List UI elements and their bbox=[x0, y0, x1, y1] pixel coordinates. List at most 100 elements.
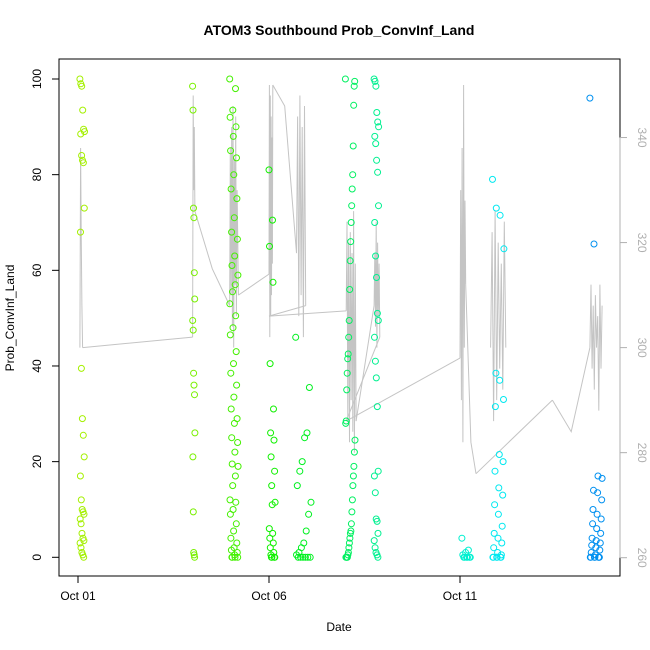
data-point-2-6 bbox=[227, 147, 235, 155]
data-point-8-15 bbox=[498, 522, 506, 530]
data-point-4-16 bbox=[301, 553, 309, 561]
line-segment-10 bbox=[268, 310, 347, 317]
data-point-2-37 bbox=[229, 482, 237, 490]
data-point-5-15 bbox=[344, 355, 352, 363]
data-point-0-9 bbox=[79, 159, 87, 167]
data-point-6-20 bbox=[374, 467, 382, 475]
data-point-3-1 bbox=[269, 216, 276, 224]
data-point-2-11 bbox=[230, 214, 238, 222]
y2-tick-label-3: 320 bbox=[635, 233, 649, 253]
data-point-6-10 bbox=[375, 202, 382, 210]
data-point-8-2 bbox=[496, 211, 504, 219]
data-point-2-38 bbox=[226, 496, 234, 504]
data-point-8-14 bbox=[494, 510, 502, 518]
data-point-9-5 bbox=[594, 489, 602, 497]
data-point-4-7 bbox=[307, 498, 315, 506]
data-point-2-17 bbox=[231, 281, 239, 289]
data-point-2-44 bbox=[227, 534, 235, 542]
line-segment-6 bbox=[268, 84, 274, 338]
y2-tick-label-2: 300 bbox=[635, 338, 649, 358]
data-point-3-5 bbox=[270, 405, 277, 413]
data-point-2-27 bbox=[230, 393, 238, 401]
data-point-1-3 bbox=[190, 214, 198, 222]
data-point-1-16 bbox=[191, 553, 199, 561]
data-point-5-9 bbox=[347, 238, 355, 246]
line-segment-19 bbox=[551, 347, 591, 434]
data-point-0-13 bbox=[78, 415, 86, 423]
data-point-9-25 bbox=[586, 553, 594, 561]
data-point-2-51 bbox=[234, 553, 242, 561]
y-tick-label-0: 0 bbox=[30, 554, 44, 561]
y-tick-label-3: 60 bbox=[30, 263, 44, 277]
data-point-2-3 bbox=[226, 113, 234, 121]
data-point-1-8 bbox=[190, 369, 198, 377]
data-point-2-26 bbox=[233, 381, 241, 389]
data-point-3-3 bbox=[269, 278, 277, 286]
data-point-9-10 bbox=[589, 520, 597, 528]
line-segment-7 bbox=[272, 84, 297, 254]
data-point-9-3 bbox=[598, 474, 606, 482]
data-point-2-8 bbox=[230, 171, 238, 179]
data-point-2-31 bbox=[228, 434, 236, 442]
data-point-9-0 bbox=[586, 94, 594, 102]
line-segment-14 bbox=[345, 336, 381, 422]
y2-tick-label-1: 280 bbox=[635, 443, 649, 463]
data-point-3-23 bbox=[268, 553, 276, 561]
data-point-2-28 bbox=[227, 405, 235, 413]
data-point-5-11 bbox=[346, 286, 354, 293]
data-point-2-43 bbox=[230, 527, 238, 535]
data-point-6-21 bbox=[370, 472, 378, 480]
data-point-8-0 bbox=[489, 175, 496, 183]
data-point-5-8 bbox=[347, 219, 355, 226]
data-point-1-9 bbox=[190, 381, 198, 389]
data-point-6-6 bbox=[371, 132, 379, 140]
data-point-5-7 bbox=[348, 202, 356, 210]
data-point-8-1 bbox=[492, 204, 500, 212]
line-segment-13 bbox=[373, 221, 381, 348]
data-point-3-4 bbox=[266, 360, 274, 368]
data-point-8-3 bbox=[500, 245, 508, 253]
data-point-5-10 bbox=[346, 257, 354, 265]
data-point-6-16 bbox=[371, 333, 378, 341]
data-point-8-5 bbox=[496, 376, 504, 384]
line-segment-20 bbox=[490, 211, 507, 422]
data-point-6-15 bbox=[374, 317, 382, 324]
data-point-5-31 bbox=[345, 539, 353, 547]
data-point-6-1 bbox=[371, 77, 379, 85]
data-point-5-32 bbox=[345, 544, 353, 552]
data-point-4-18 bbox=[297, 553, 305, 561]
data-point-9-18 bbox=[596, 546, 604, 554]
data-point-2-9 bbox=[227, 185, 235, 193]
data-point-0-2 bbox=[78, 82, 86, 90]
data-point-2-5 bbox=[229, 132, 237, 140]
data-point-2-14 bbox=[231, 252, 239, 260]
data-point-0-20 bbox=[80, 510, 88, 518]
data-point-0-3 bbox=[79, 106, 87, 114]
data-point-4-14 bbox=[306, 553, 314, 561]
data-point-9-12 bbox=[597, 529, 605, 537]
data-point-1-12 bbox=[189, 453, 197, 461]
data-point-3-15 bbox=[266, 534, 274, 542]
data-point-5-1 bbox=[351, 77, 359, 85]
data-point-0-25 bbox=[80, 537, 88, 545]
data-point-5-19 bbox=[342, 419, 350, 427]
data-point-8-25 bbox=[489, 553, 497, 561]
data-point-2-13 bbox=[233, 235, 241, 243]
line-segment-15 bbox=[345, 357, 461, 422]
data-point-2-10 bbox=[233, 195, 241, 203]
data-point-4-17 bbox=[299, 553, 307, 561]
data-point-6-2 bbox=[372, 82, 380, 90]
data-point-9-6 bbox=[598, 496, 606, 504]
data-point-8-17 bbox=[494, 534, 502, 542]
data-point-5-38 bbox=[342, 553, 350, 561]
data-point-6-24 bbox=[373, 517, 381, 525]
data-point-5-30 bbox=[346, 534, 354, 542]
data-point-1-7 bbox=[189, 326, 197, 334]
data-point-1-5 bbox=[191, 295, 199, 303]
data-point-8-27 bbox=[497, 553, 504, 561]
data-point-7-9 bbox=[461, 553, 469, 561]
y-tick-label-1: 20 bbox=[30, 455, 44, 469]
data-point-7-8 bbox=[464, 553, 471, 561]
data-point-2-21 bbox=[229, 324, 237, 332]
data-point-1-13 bbox=[189, 508, 197, 516]
